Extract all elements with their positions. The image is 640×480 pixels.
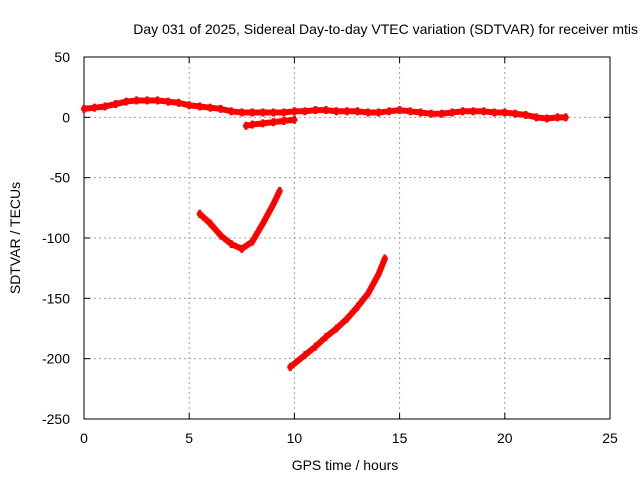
x-tick-label: 25 xyxy=(602,430,618,446)
y-tick-label: -150 xyxy=(42,290,70,306)
y-tick-label: -200 xyxy=(42,351,70,367)
x-tick-label: 0 xyxy=(80,430,88,446)
y-tick-labels: 50 0 -50 -100 -150 -200 -250 xyxy=(42,49,70,427)
y-tick-label: -250 xyxy=(42,411,70,427)
y-tick-label: -50 xyxy=(50,170,70,186)
x-axis-label: GPS time / hours xyxy=(292,457,399,473)
data-series-trace xyxy=(287,254,388,372)
x-tick-labels: 0 5 10 15 20 25 xyxy=(80,430,618,446)
y-tick-label: 0 xyxy=(62,109,70,125)
y-tick-label: 50 xyxy=(54,49,70,65)
data-series xyxy=(81,96,569,372)
axis-ticks xyxy=(83,56,611,420)
chart-title: Day 031 of 2025, Sidereal Day-to-day VTE… xyxy=(133,21,638,37)
x-tick-label: 20 xyxy=(497,430,513,446)
data-series-trace xyxy=(81,96,569,123)
data-series-trace xyxy=(196,186,283,253)
data-series-trace xyxy=(243,115,298,130)
x-tick-label: 15 xyxy=(392,430,408,446)
x-tick-label: 5 xyxy=(185,430,193,446)
y-axis-label: SDTVAR / TECUs xyxy=(7,182,23,294)
y-tick-label: -100 xyxy=(42,230,70,246)
series-line xyxy=(287,255,388,371)
x-tick-label: 10 xyxy=(287,430,303,446)
